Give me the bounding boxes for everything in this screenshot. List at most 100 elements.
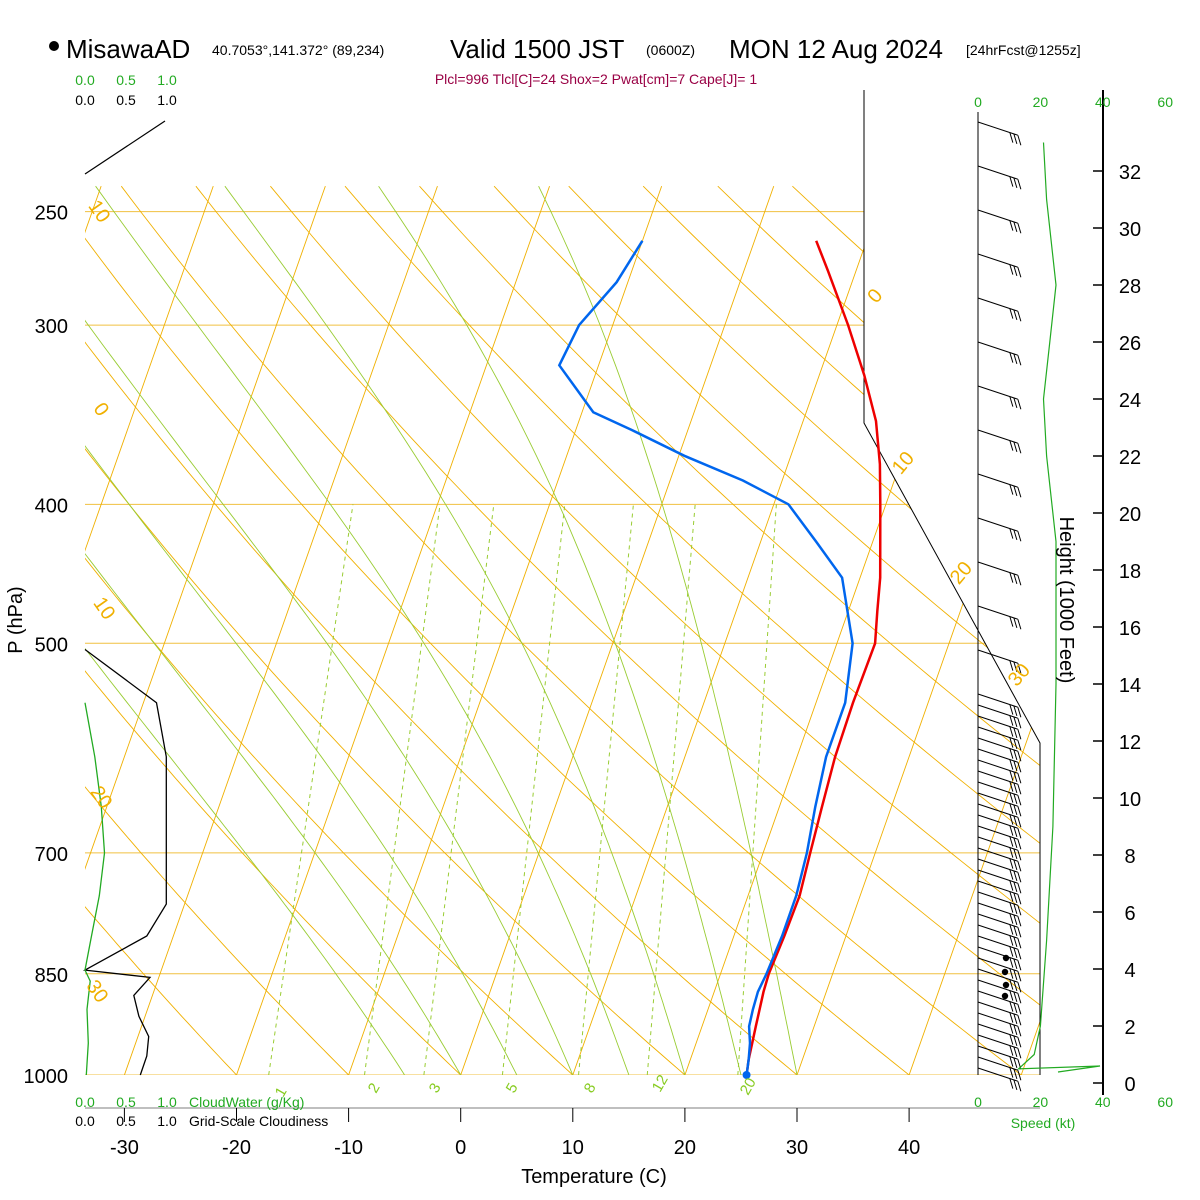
zulu-time: (0600Z) [646,42,695,58]
height-tick-label: 2 [1124,1017,1135,1039]
wind-barb [977,913,1022,938]
wind-barb-flag [1013,133,1018,145]
mixing-ratio-label: 20 [737,1075,760,1098]
wind-barb [977,165,1022,190]
dry-adiabat-line [1015,185,1040,1075]
wind-barb [977,473,1022,498]
dry-adiabat-line [120,185,1040,1075]
station-coords: 40.7053°,141.372° (89,234) [212,42,384,58]
wind-barb-flag [1013,529,1018,541]
dry-adiabat-line [270,185,1040,1075]
speed-tick-top: 20 [1033,94,1049,110]
wind-barb-staff [977,957,1019,972]
wind-barb-staff [977,759,1019,774]
wind-barb-staff [977,924,1019,939]
wind-barb-flag [1013,793,1018,805]
mixing-ratio-line [423,504,495,1075]
wind-barb-flag [1017,762,1022,773]
isotherm-line [1020,186,1040,1075]
speed-axis-label: Speed (kt) [1011,1115,1076,1131]
wind-barb-flag [1009,814,1014,825]
wind-barb-flag [1013,837,1018,849]
wind-barb-staff [977,935,1019,950]
wind-barb-flag [1017,960,1022,971]
dry-adiabat-line [85,185,948,1075]
wind-barb-flag [1009,572,1014,583]
wind-barb-flag [1017,817,1022,828]
wind-barb-staff [977,726,1019,741]
wind-barb-flag [1017,311,1022,322]
cloud-water-tick-bottom: 0.5 [116,1094,136,1110]
speed-tick-top: 0 [974,94,982,110]
mixing-ratio-label: 2 [365,1080,384,1096]
wind-barb-flag [1013,265,1018,277]
mixing-ratio-label: 12 [649,1072,672,1095]
cloudiness-tick-bottom: 0.0 [75,1113,95,1129]
wind-barb-flag [1013,1035,1018,1047]
wind-barb-flag [1013,991,1018,1003]
wind-barb [977,297,1022,322]
wind-barb-staff [977,737,1019,752]
mixing-ratio-line [501,504,566,1075]
wind-barb-staff [977,1012,1019,1027]
wind-barb-flag [1009,792,1014,803]
wind-barb-flag [1013,859,1018,871]
isotherm-line [572,186,887,1075]
pressure-tick-label: 700 [35,844,68,866]
wind-barb-flag [1009,869,1014,880]
temperature-tick-label: 10 [562,1137,584,1159]
moist-adiabat-line [378,185,742,1075]
wind-barb-flag [1009,880,1014,891]
cloud-water-tick-bottom: 0.0 [75,1094,95,1110]
temperature-tick-label: 30 [786,1137,808,1159]
wind-barb [977,836,1022,861]
wind-barb-flag [1009,704,1014,715]
speed-tick-bottom: 0 [974,1094,982,1110]
wind-barb-flag [1009,836,1014,847]
wind-barb-flag [1013,738,1018,750]
wind-barb-flag [1013,727,1018,739]
wind-barb-staff [977,561,1019,576]
wind-barb-flag [1009,1056,1014,1067]
wind-barb-staff [977,781,1019,796]
wind-barb [977,814,1022,839]
wind-barb-flag [1017,916,1022,927]
wind-barb-staff [977,715,1019,730]
wind-barb-flag [1017,795,1022,806]
wind-barb [977,715,1022,740]
height-tick-label: 10 [1119,789,1141,811]
wind-barb-flag [1013,815,1018,827]
wind-barb-flag [1013,848,1018,860]
dry-adiabat-line [866,185,1040,1075]
cloudiness-tick-top: 0.5 [116,92,136,108]
wind-barb-flag [1013,749,1018,761]
speed-tick-top: 60 [1157,94,1173,110]
wind-barb-flag [1009,946,1014,957]
isotherm-line [123,186,438,1075]
isotherm-line [684,186,999,1075]
wind-barb-flag [1017,619,1022,630]
stability-indices: Plcl=996 Tlcl[C]=24 Shox=2 Pwat[cm]=7 Ca… [435,71,758,87]
temperature-profile-line [745,240,882,1076]
wind-barb-flag [1009,308,1014,319]
dry-adiabat-line [85,185,266,1075]
wind-barb-flag [1013,397,1018,409]
wind-barb-flag [1013,353,1018,365]
wind-barb-flag [1017,861,1022,872]
mixing-ratio-label: 3 [426,1080,445,1096]
wind-barb-flag [1013,760,1018,772]
wind-barb [977,869,1022,894]
wind-barb-staff [977,693,1019,708]
pressure-tick-label: 400 [35,495,68,517]
wind-barb-flag [1017,729,1022,740]
wind-barb-flag [1017,355,1022,366]
isotherm-line [85,186,214,1075]
wind-barb-flag [1013,936,1018,948]
wind-barb-flag [1009,935,1014,946]
mixing-ratio-line [364,504,441,1075]
wind-barb-flag [1009,990,1014,1001]
height-tick-label: 4 [1124,960,1135,982]
wind-barb-staff [977,770,1019,785]
wind-barb-flag [1009,660,1014,671]
wind-barb [977,781,1022,806]
